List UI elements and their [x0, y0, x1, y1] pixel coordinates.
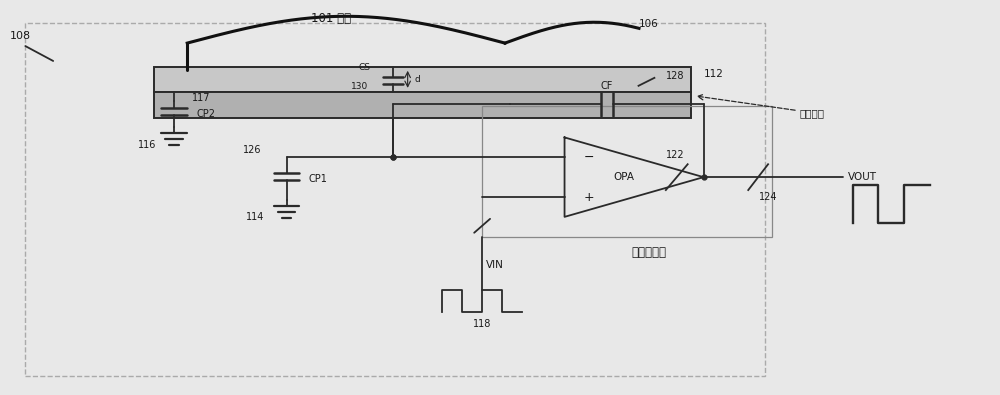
Bar — [482, 105, 772, 237]
Text: +: + — [584, 190, 595, 203]
Text: 117: 117 — [192, 93, 211, 103]
Text: 运算放大器: 运算放大器 — [631, 246, 666, 259]
Text: CF: CF — [601, 81, 613, 91]
Text: 114: 114 — [246, 212, 265, 222]
Bar — [154, 67, 691, 92]
Text: CP2: CP2 — [196, 109, 215, 118]
Text: 122: 122 — [666, 150, 685, 160]
Text: 101 手指: 101 手指 — [311, 12, 351, 25]
Text: 124: 124 — [759, 192, 777, 202]
Bar — [154, 92, 691, 118]
Text: 118: 118 — [473, 319, 491, 329]
Text: 126: 126 — [243, 145, 262, 155]
Text: 顶部金属: 顶部金属 — [800, 109, 825, 118]
Text: OPA: OPA — [614, 172, 635, 182]
Text: 128: 128 — [666, 71, 685, 81]
Text: VOUT: VOUT — [848, 172, 877, 182]
Text: VIN: VIN — [486, 260, 504, 269]
Text: 106: 106 — [639, 19, 659, 29]
Text: CS: CS — [359, 63, 371, 72]
Text: 116: 116 — [138, 140, 156, 150]
Text: 112: 112 — [704, 69, 723, 79]
Text: 130: 130 — [351, 82, 368, 91]
Text: d: d — [415, 75, 420, 84]
Text: −: − — [584, 151, 595, 164]
Text: 108: 108 — [9, 31, 31, 41]
Text: CP1: CP1 — [308, 174, 327, 184]
